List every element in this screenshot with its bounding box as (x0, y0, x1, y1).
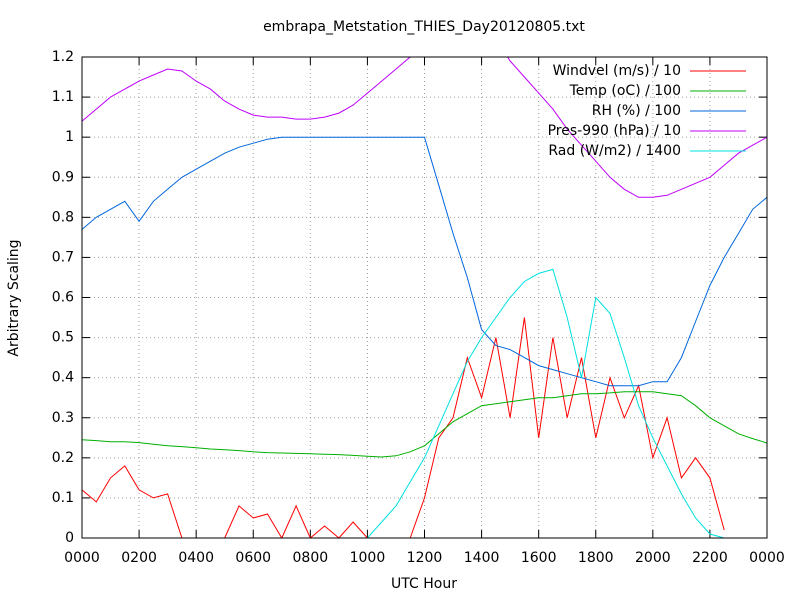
y-tick-label: 0 (65, 530, 74, 546)
x-tick-label: 1600 (521, 550, 557, 566)
x-tick-label: 0400 (178, 550, 214, 566)
y-tick-label: 0.5 (52, 330, 74, 346)
legend-label: Pres-990 (hPa) / 10 (548, 123, 681, 139)
series-line (82, 136, 767, 387)
x-tick-label: 1200 (407, 550, 443, 566)
legend-label: RH (%) / 100 (592, 103, 681, 119)
x-tick-label: 0800 (293, 550, 329, 566)
series-line (82, 268, 767, 538)
x-tick-label: 2000 (635, 550, 671, 566)
x-tick-label: 2200 (692, 550, 728, 566)
y-tick-label: 1 (65, 129, 74, 145)
x-tick-label: 0600 (235, 550, 271, 566)
legend: Windvel (m/s) / 10 Temp (oC) / 100 RH (%) … (548, 63, 746, 159)
legend-label: Temp (oC) / 100 (569, 83, 681, 99)
plot-area (82, 57, 767, 538)
y-tick-label: 0.2 (52, 450, 74, 466)
x-tick-label: 1400 (464, 550, 500, 566)
y-tick-label: 0.4 (52, 370, 74, 386)
legend-label: Rad (W/m2) / 1400 (548, 143, 681, 159)
legend-label: Windvel (m/s) / 10 (553, 63, 681, 79)
x-tick-label: 0000 (64, 550, 100, 566)
x-tick-label: 0000 (749, 550, 785, 566)
plot-border (81, 56, 768, 539)
y-tick-label: 1.1 (52, 89, 74, 105)
x-tick-label: 1000 (350, 550, 386, 566)
x-axis-label: UTC Hour (391, 576, 457, 592)
y-tick-label: 0.9 (52, 169, 74, 185)
y-tick-label: 0.7 (52, 249, 74, 265)
x-tick-label: 0200 (121, 550, 157, 566)
series-line (82, 57, 767, 198)
y-tick-label: 0.3 (52, 410, 74, 426)
y-axis-label: Arbitrary Scaling (6, 239, 22, 356)
y-tick-label: 0.1 (52, 490, 74, 506)
y-tick-label: 0.8 (52, 209, 74, 225)
series-line (82, 391, 767, 458)
x-tick-label: 1800 (578, 550, 614, 566)
y-tick-label: 0.6 (52, 290, 74, 306)
chart-title: embrapa_Metstation_THIES_Day20120805.txt (263, 19, 585, 35)
y-tick-label: 1.2 (52, 49, 74, 65)
series-line (82, 317, 725, 538)
